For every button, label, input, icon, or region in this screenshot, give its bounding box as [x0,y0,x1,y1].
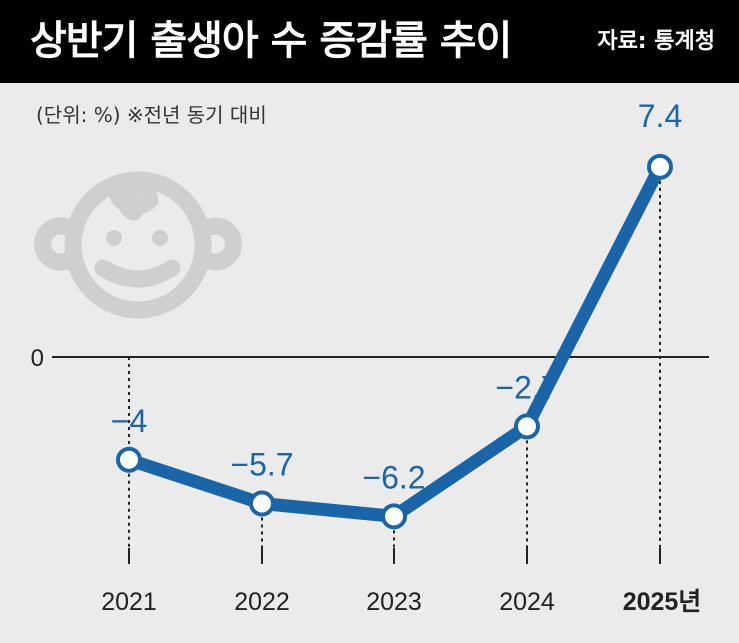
data-point [249,490,275,517]
x-tick-label: 2023 [366,588,422,616]
data-point [514,413,540,440]
data-point [381,503,407,530]
unit-note: (단위: %) ※전년 동기 대비 [36,103,267,127]
x-tick-label: 2022 [234,588,290,616]
source-note: 자료: 통계청 [597,29,715,54]
data-point [647,153,673,180]
data-point [116,446,142,473]
baby-face-icon [34,171,242,319]
zero-tick-label: 0 [31,345,44,372]
x-tick-label: 2021 [101,588,157,616]
data-label: −4 [111,403,147,439]
data-label: −6.2 [362,459,425,495]
data-label: −5.7 [230,446,293,482]
x-tick-label: 2024 [499,588,555,616]
data-label: 7.4 [638,98,682,134]
chart-title: 상반기 출생아 수 증감률 추이 [30,18,512,64]
data-label: −2.7 [495,369,558,405]
baby-face-eyes [106,230,168,246]
header-bar: 상반기 출생아 수 증감률 추이 자료: 통계청 [0,0,739,83]
x-tick-label: 2025년 [623,588,702,616]
